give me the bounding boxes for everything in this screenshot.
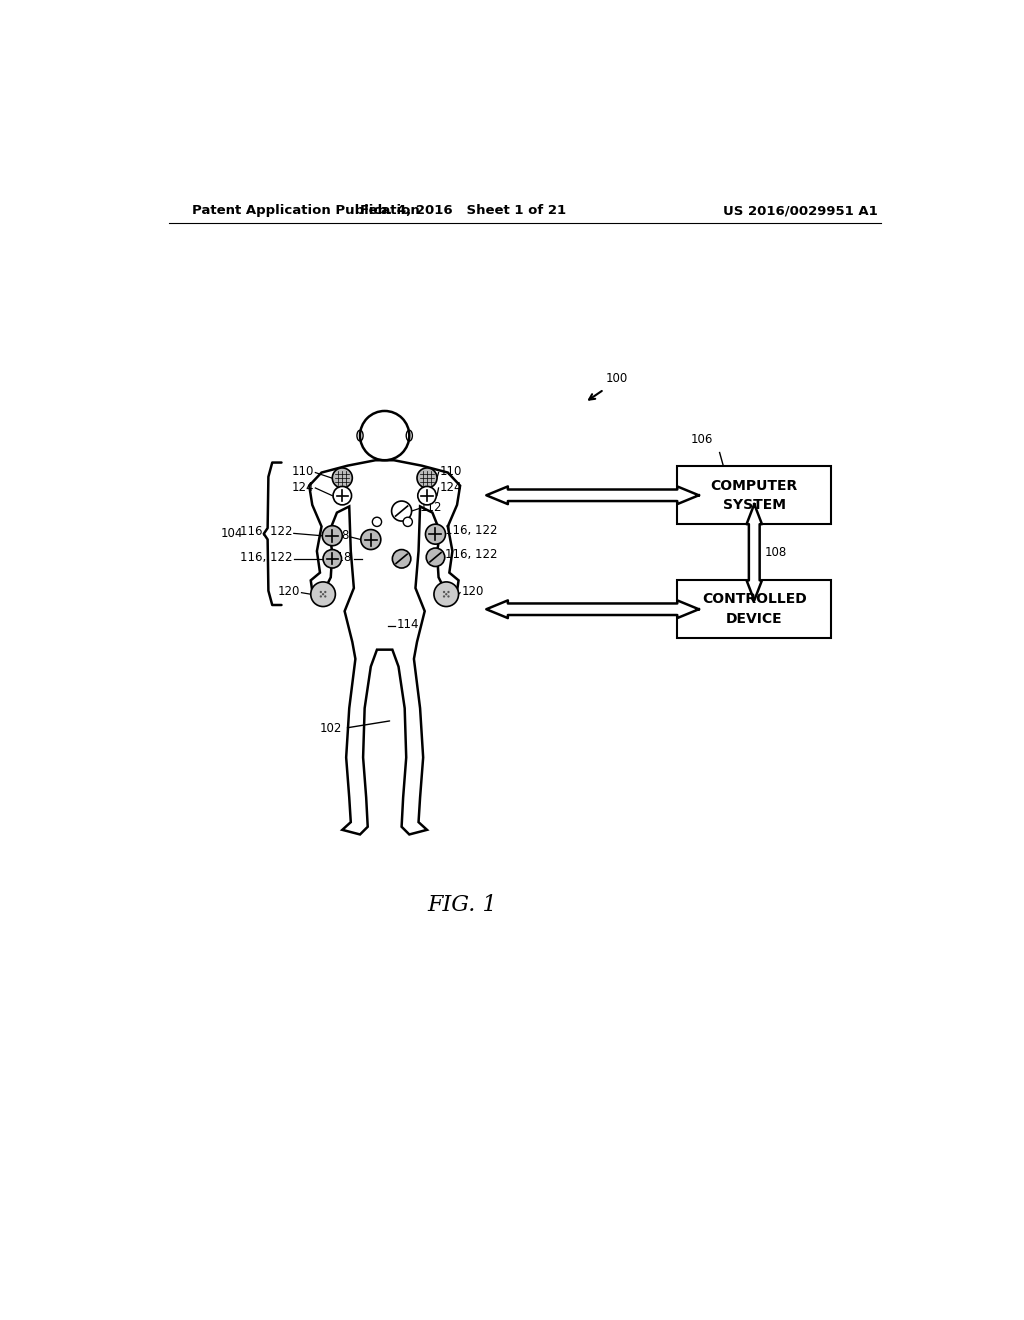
Circle shape xyxy=(434,582,459,607)
FancyBboxPatch shape xyxy=(677,581,831,638)
Text: 106: 106 xyxy=(691,433,714,446)
Circle shape xyxy=(443,591,445,593)
Circle shape xyxy=(418,487,436,506)
Text: 102: 102 xyxy=(319,722,342,735)
Polygon shape xyxy=(746,504,762,601)
Text: 110: 110 xyxy=(440,465,463,478)
Circle shape xyxy=(403,517,413,527)
Text: CONTROLLED
DEVICE: CONTROLLED DEVICE xyxy=(701,593,807,626)
Text: FIG. 1: FIG. 1 xyxy=(427,895,497,916)
Text: 116, 122: 116, 122 xyxy=(240,525,292,539)
Text: Feb. 4, 2016   Sheet 1 of 21: Feb. 4, 2016 Sheet 1 of 21 xyxy=(360,205,566,218)
Circle shape xyxy=(333,469,352,488)
Text: 110: 110 xyxy=(292,465,313,478)
Text: COMPUTER
SYSTEM: COMPUTER SYSTEM xyxy=(711,479,798,512)
Circle shape xyxy=(447,591,450,593)
Text: 116, 122: 116, 122 xyxy=(240,550,292,564)
Circle shape xyxy=(319,595,322,598)
Text: 116, 122: 116, 122 xyxy=(444,524,498,537)
Polygon shape xyxy=(486,601,698,618)
Circle shape xyxy=(447,595,450,598)
Circle shape xyxy=(392,549,411,568)
Circle shape xyxy=(425,524,445,544)
Text: 118: 118 xyxy=(330,550,352,564)
Polygon shape xyxy=(486,487,698,504)
Text: 114: 114 xyxy=(397,618,420,631)
Text: US 2016/0029951 A1: US 2016/0029951 A1 xyxy=(723,205,878,218)
Text: 108: 108 xyxy=(765,545,787,558)
Circle shape xyxy=(417,469,437,488)
Text: 124: 124 xyxy=(291,480,313,494)
Circle shape xyxy=(445,593,447,595)
Circle shape xyxy=(426,548,444,566)
Text: 112: 112 xyxy=(419,500,441,513)
Circle shape xyxy=(323,549,342,568)
Circle shape xyxy=(325,595,327,598)
FancyBboxPatch shape xyxy=(677,466,831,524)
Circle shape xyxy=(373,517,382,527)
Text: 118: 118 xyxy=(328,529,350,543)
Text: 104: 104 xyxy=(220,527,243,540)
Circle shape xyxy=(325,591,327,593)
Text: 100: 100 xyxy=(605,372,628,385)
Text: 120: 120 xyxy=(462,585,484,598)
Circle shape xyxy=(333,487,351,506)
Circle shape xyxy=(319,591,322,593)
Text: 120: 120 xyxy=(278,585,300,598)
Text: 124: 124 xyxy=(440,480,463,494)
Circle shape xyxy=(391,502,412,521)
Circle shape xyxy=(443,595,445,598)
Text: 116, 122: 116, 122 xyxy=(444,548,498,561)
Circle shape xyxy=(360,529,381,549)
Circle shape xyxy=(310,582,336,607)
Text: Patent Application Publication: Patent Application Publication xyxy=(193,205,420,218)
Circle shape xyxy=(323,525,342,545)
Circle shape xyxy=(322,593,325,595)
